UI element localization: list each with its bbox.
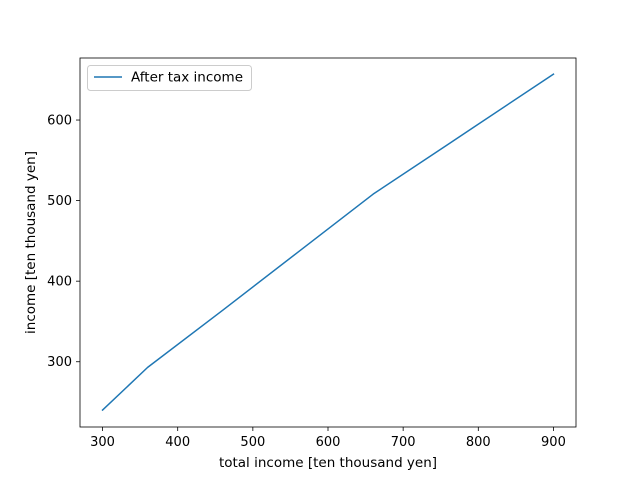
y-tick-label: 300 <box>47 355 72 370</box>
x-tick-label: 400 <box>165 435 190 450</box>
y-tick-label: 600 <box>47 114 72 129</box>
y-axis-ticks: 300 400 500 600 <box>47 114 80 370</box>
legend: After tax income <box>87 65 252 91</box>
x-tick-label: 800 <box>466 435 491 450</box>
series-line-after-tax-income <box>101 73 555 412</box>
legend-box <box>87 65 252 91</box>
x-tick-label: 500 <box>240 435 265 450</box>
y-axis-label: income [ten thousand yen] <box>23 151 39 334</box>
x-axis-ticks: 300 400 500 600 700 800 900 <box>90 427 566 450</box>
plot-area <box>80 58 576 427</box>
x-axis-label: total income [ten thousand yen] <box>219 455 437 471</box>
y-tick-label: 400 <box>47 275 72 290</box>
legend-label-after-tax-income: After tax income <box>131 70 243 86</box>
x-tick-label: 300 <box>90 435 115 450</box>
x-tick-label: 600 <box>316 435 341 450</box>
y-tick-label: 500 <box>47 194 72 209</box>
x-tick-label: 900 <box>541 435 566 450</box>
series-layer <box>101 73 555 412</box>
x-tick-label: 700 <box>391 435 416 450</box>
